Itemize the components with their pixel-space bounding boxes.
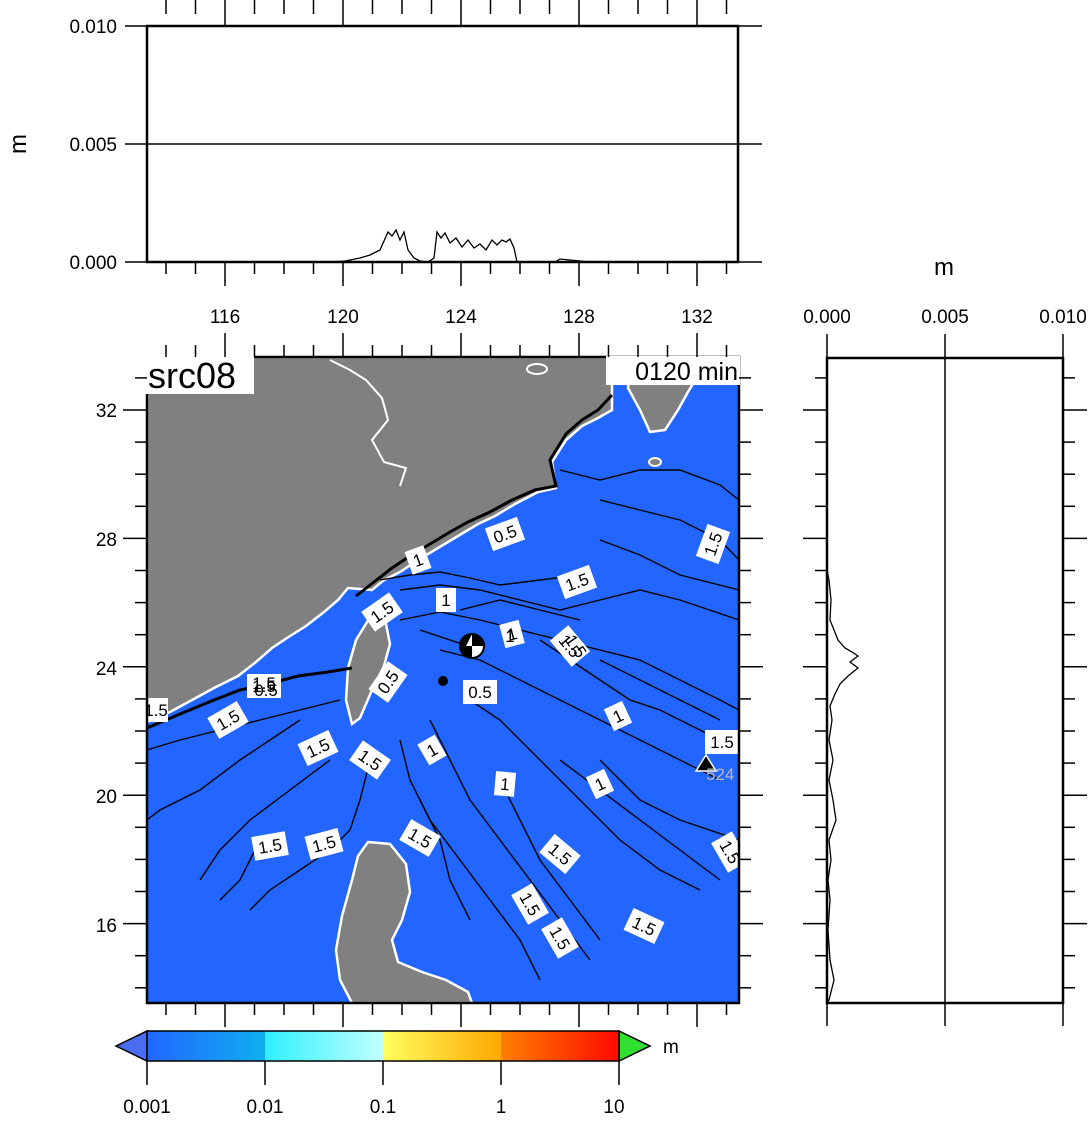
lat-tick-1: 28 bbox=[96, 530, 117, 551]
shoreline-contour bbox=[355, 393, 614, 598]
lon-tick-3: 128 bbox=[563, 307, 595, 328]
contour-label: 0.5 bbox=[254, 681, 278, 700]
map-title-box bbox=[144, 354, 254, 394]
station-label: 524 bbox=[706, 765, 734, 784]
land-luzon bbox=[334, 840, 474, 1003]
contour-label: 1.5 bbox=[144, 701, 168, 720]
colorbar-tick-2: 0.1 bbox=[370, 1097, 396, 1118]
focal-mechanism-beachball bbox=[459, 633, 485, 659]
lat-tick-0: 32 bbox=[96, 401, 117, 422]
contour-label: 1.5 bbox=[257, 835, 284, 858]
colorbar-tick-1: 0.01 bbox=[247, 1097, 284, 1118]
side-x-tick-0: 0.000 bbox=[803, 307, 851, 328]
land-taiwan bbox=[344, 612, 392, 727]
contour-label: 1 bbox=[441, 591, 450, 610]
contour-lines bbox=[147, 469, 739, 981]
station-triangle-marker bbox=[694, 753, 718, 772]
contour-label: 1.5 bbox=[252, 677, 276, 696]
contour-label: 0.5 bbox=[468, 683, 492, 702]
colorbar-tick-0: 0.001 bbox=[123, 1097, 171, 1118]
side-x-tick-2: 0.010 bbox=[1039, 307, 1087, 328]
colorbar-over-arrow bbox=[618, 1029, 652, 1063]
contour-label: 1 bbox=[499, 775, 510, 795]
lon-tick-4: 132 bbox=[681, 307, 713, 328]
colorbar-segment bbox=[147, 1031, 265, 1061]
lat-tick-4: 16 bbox=[96, 916, 117, 937]
island-outline bbox=[526, 363, 548, 375]
time-label: 0120 min bbox=[635, 358, 738, 386]
top-y-tick-0: 0.010 bbox=[69, 17, 117, 38]
side-profile-trace bbox=[826, 358, 860, 1004]
lat-tick-2: 24 bbox=[96, 659, 118, 680]
coast-detail bbox=[329, 359, 408, 487]
top-y-tick-1: 0.005 bbox=[69, 135, 117, 156]
colorbar: m 0.001 0.01 0.1 1 10 bbox=[114, 1029, 679, 1118]
lon-tick-2: 124 bbox=[445, 307, 477, 328]
colorbar-segment bbox=[265, 1031, 383, 1061]
contour-label: 1 bbox=[505, 627, 514, 646]
side-profile-panel: m 0.000 0.005 0.010 bbox=[803, 254, 1087, 1026]
colorbar-tick-3: 1 bbox=[496, 1097, 507, 1118]
lon-tick-0: 116 bbox=[210, 307, 240, 328]
map-panel: 0.5 1 1.5 1 1.5 1 0.5 1.5 1 1.5 1.5 0.5 … bbox=[96, 333, 763, 1027]
lat-tick-3: 20 bbox=[96, 787, 117, 808]
land-mainland-china bbox=[147, 357, 614, 724]
colorbar-under-arrow bbox=[114, 1029, 148, 1063]
colorbar-segment bbox=[383, 1031, 501, 1061]
top-profile-trace bbox=[147, 228, 738, 263]
lon-tick-1: 120 bbox=[327, 307, 359, 328]
side-profile-unit-label: m bbox=[934, 254, 954, 281]
map-title: src08 bbox=[148, 355, 236, 396]
colorbar-tick-4: 10 bbox=[603, 1097, 624, 1118]
island bbox=[648, 457, 662, 467]
side-x-tick-1: 0.005 bbox=[921, 307, 969, 328]
contour-label: 1.5 bbox=[710, 733, 734, 752]
colorbar-segment bbox=[501, 1031, 619, 1061]
time-label-box bbox=[606, 356, 740, 385]
map-frame bbox=[145, 355, 741, 1005]
source-point-marker bbox=[438, 676, 448, 686]
top-y-tick-2: 0.000 bbox=[69, 253, 117, 274]
top-profile-panel: 0.010 0.005 0.000 m bbox=[5, 0, 762, 286]
contour-label: 1.5 bbox=[252, 674, 276, 693]
colorbar-unit-label: m bbox=[663, 1037, 679, 1058]
top-profile-unit-label: m bbox=[5, 134, 32, 154]
